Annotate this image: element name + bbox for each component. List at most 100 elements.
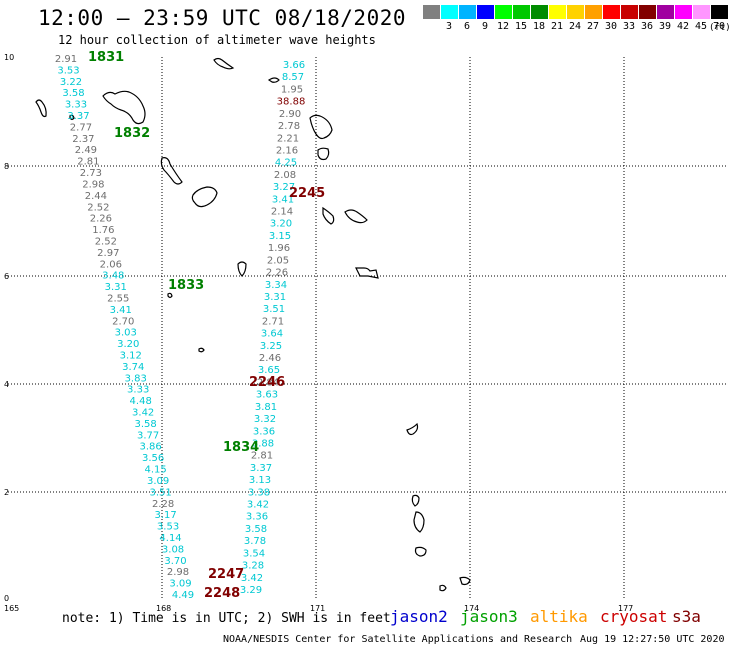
wave-height-value: 2.26 [266,268,288,279]
island-5 [309,114,333,140]
wave-height-value: 3.17 [154,510,176,521]
wave-height-value: 3.31 [105,282,127,293]
island-9 [322,206,335,225]
legend-swatch-label: 9 [481,21,489,32]
wave-height-value: 4.49 [172,590,194,601]
wave-height-value: 2.70 [112,316,134,327]
legend-swatch: 36 [638,5,656,32]
legend-swatch-label: 21 [550,21,564,32]
legend-swatch-label: 18 [532,21,546,32]
wave-height-value: 2.98 [167,567,189,578]
wave-height-value: 3.54 [243,548,265,559]
island-15 [413,511,425,533]
wave-height-value: 2.52 [95,236,117,247]
lat-tick-label: 6 [4,272,9,281]
wave-height-value: 3.36 [253,426,275,437]
wave-height-value: 4.14 [159,533,181,544]
wave-height-value: 3.42 [247,500,269,511]
wave-height-value: 2.16 [276,145,298,156]
mission-label-altika: altika [530,607,588,626]
legend-swatch-label: 36 [640,21,654,32]
pass-time-labels: 1831 1832 1833 1834 2245 2246 2247 2248 [88,50,325,601]
island-2 [35,99,47,118]
island-3 [102,90,146,125]
legend-unit: (ft) [709,23,731,33]
island-outlines [35,57,471,592]
lon-tick-label: 177 [618,604,633,613]
legend-swatch: 24 [566,5,584,32]
island-19 [167,292,173,299]
mission-label-cryosat: cryosat [600,607,668,626]
wave-height-value: 3.58 [245,524,267,535]
lat-tick-label: 8 [4,162,9,171]
wave-height-value: 3.53 [157,522,179,533]
lon-tick-label: 171 [310,604,325,613]
wave-height-value: 3.51 [149,487,171,498]
wave-height-value: 3.66 [283,60,305,71]
wave-height-value: 3.31 [264,292,286,303]
wave-height-value: 2.84 [257,377,279,388]
wave-height-value: 3.58 [135,419,157,430]
island-14 [411,494,420,507]
island-8 [191,186,218,208]
legend-swatch [422,5,440,32]
wave-height-value: 3.12 [120,351,142,362]
wave-height-value: 3.03 [115,328,137,339]
lon-tick-label: 168 [156,604,171,613]
wave-height-value: 2.91 [55,54,77,65]
legend-swatch-label: 6 [463,21,471,32]
mission-label-s3a: s3a [672,607,701,626]
wave-height-value: 38.88 [277,97,306,108]
island-6 [317,147,330,161]
wave-height-value: 2.71 [262,316,284,327]
island-13 [406,422,419,436]
wave-height-value: 4.25 [275,158,297,169]
pass-time-label: 2245 [289,186,325,201]
legend-swatch: 21 [548,5,566,32]
wave-height-value: 2.14 [271,207,293,218]
wave-height-value: 3.63 [256,390,278,401]
wave-height-value: 3.37 [67,111,89,122]
legend-swatch: 42 [674,5,692,32]
wave-height-value: 3.77 [137,430,159,441]
wave-height-value: 3.27 [273,182,295,193]
wave-height-value: 3.51 [263,304,285,315]
legend-swatch-label: 30 [604,21,618,32]
legend-swatch: 39 [656,5,674,32]
wave-height-value: 3.33 [127,385,149,396]
mission-label-jason3: jason3 [460,607,518,626]
wave-height-value: 2.06 [100,259,122,270]
wave-height-value: 3.42 [132,408,154,419]
color-scale-legend: 3 6 9 12 15 18 21 24 27 30 33 36 39 42 45 70 [422,5,728,32]
wave-height-value: 3.64 [261,329,283,340]
wave-height-value: 4.15 [144,465,166,476]
wave-height-value: 2.81 [77,157,99,168]
legend-swatch: 30 [602,5,620,32]
legend-swatch: 33 [620,5,638,32]
wave-height-value: 3.83 [125,373,147,384]
wave-height-value: 8.57 [282,72,304,83]
legend-swatch-label: 33 [622,21,636,32]
wave-height-value: 3.20 [117,339,139,350]
wave-height-value: 3.58 [62,88,84,99]
wave-height-value: 2.90 [279,109,301,120]
wave-height-value: 3.41 [272,194,294,205]
pass-time-label: 1832 [114,126,150,141]
wave-height-value: 3.25 [260,341,282,352]
credit-line: NOAA/NESDIS Center for Satellite Applica… [223,634,573,645]
island-1 [213,57,235,70]
lon-tick-label: 174 [464,604,479,613]
wave-height-value: 2.21 [277,133,299,144]
wave-height-value: 2.98 [82,179,104,190]
wave-height-value: 3.88 [252,438,274,449]
wave-height-value: 2.08 [274,170,296,181]
legend-swatch-label: 42 [676,21,690,32]
wave-height-value: 2.46 [259,353,281,364]
legend-swatch: 12 [494,5,512,32]
wave-height-value: 3.20 [270,219,292,230]
wave-height-value: 3.41 [110,305,132,316]
lat-tick-label: 10 [4,53,14,62]
units-note: note: 1) Time is in UTC; 2) SWH is in fe… [62,611,391,626]
lon-tick-label: 165 [4,604,19,613]
